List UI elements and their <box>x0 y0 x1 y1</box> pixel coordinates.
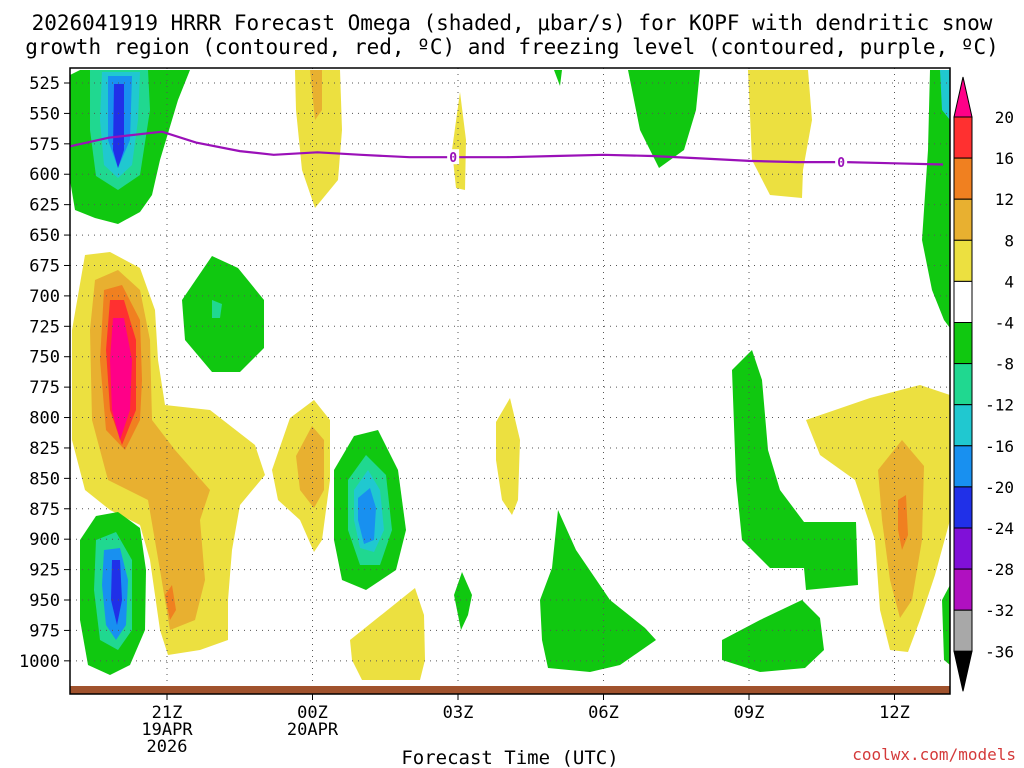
y-tick-label: 550 <box>29 104 60 124</box>
colorbar-segment <box>953 486 973 529</box>
omega-shading <box>70 70 950 680</box>
y-tick-label: 750 <box>29 348 60 368</box>
colorbar-label: 8 <box>1004 231 1014 250</box>
y-tick-label: 975 <box>29 621 60 641</box>
x-tick-label: 12Z <box>879 703 910 723</box>
y-tick-label: 675 <box>29 256 60 276</box>
ground-bar <box>70 686 950 694</box>
y-tick-label: 575 <box>29 135 60 155</box>
omega-region <box>554 70 562 86</box>
colorbar-label: 16 <box>995 149 1014 168</box>
y-tick-label: 825 <box>29 439 60 459</box>
x-tick-label: 00Z <box>297 703 328 723</box>
y-tick-label: 925 <box>29 561 60 581</box>
colorbar-segment <box>953 280 973 323</box>
y-tick-label: 650 <box>29 226 60 246</box>
freezing-label-bg <box>447 149 460 165</box>
freezing-level-label: 0 <box>837 156 845 171</box>
colorbar-segment <box>953 609 973 652</box>
omega-region <box>496 398 520 515</box>
y-tick-label: 700 <box>29 287 60 307</box>
colorbar-label: -24 <box>985 519 1014 538</box>
colorbar-label: -16 <box>985 437 1014 456</box>
omega-region <box>452 92 466 190</box>
colorbar-label: -8 <box>995 355 1014 374</box>
colorbar-label: -12 <box>985 396 1014 415</box>
omega-region <box>350 588 425 680</box>
x-axis-title: Forecast Time (UTC) <box>401 747 618 768</box>
omega-region <box>295 70 342 208</box>
omega-region <box>942 585 950 665</box>
colorbar-label: -28 <box>985 560 1014 579</box>
y-tick-label: 1000 <box>19 652 60 672</box>
y-axis: 525 550 575 600 625 650 675 700 725 750 775 800 825 8… <box>19 74 70 672</box>
y-tick-label: 625 <box>29 196 60 216</box>
omega-region <box>111 560 122 625</box>
omega-region <box>898 495 908 550</box>
y-tick-label: 725 <box>29 317 60 337</box>
colorbar-label: -20 <box>985 478 1014 497</box>
grid <box>70 68 950 694</box>
colorbar-segment <box>953 157 973 200</box>
x-tick-label: 03Z <box>443 703 474 723</box>
colorbar-segment <box>953 527 973 570</box>
colorbar-label: 20 <box>995 108 1014 127</box>
colorbar-max-arrow <box>953 76 973 118</box>
colorbar-label: -4 <box>995 314 1014 333</box>
credit-text: coolwx.com/models <box>852 745 1016 764</box>
omega-region <box>296 426 324 508</box>
colorbar-label: -36 <box>985 642 1014 661</box>
plot-border <box>69 67 951 695</box>
colorbar-label: 12 <box>995 190 1014 209</box>
colorbar-segment <box>953 239 973 282</box>
y-tick-label: 600 <box>29 165 60 185</box>
y-tick-label: 800 <box>29 409 60 429</box>
x-tick-label: 20APR <box>287 720 339 740</box>
colorbar-segment <box>953 363 973 406</box>
colorbar-min-arrow <box>953 650 973 692</box>
x-tick-label: 21Z <box>152 703 183 723</box>
omega-region <box>722 600 824 672</box>
colorbar-segment <box>953 198 973 241</box>
colorbar-segment <box>953 445 973 488</box>
colorbar-segment <box>953 116 973 159</box>
colorbar-segment <box>953 568 973 611</box>
omega-region <box>748 70 812 198</box>
colorbar-label: -32 <box>985 601 1014 620</box>
omega-region <box>113 84 124 168</box>
colorbar-segment <box>953 404 973 447</box>
omega-region <box>110 318 132 440</box>
x-tick-label: 09Z <box>734 703 765 723</box>
omega-region <box>182 256 264 372</box>
omega-region <box>940 70 950 120</box>
omega-region <box>922 70 950 328</box>
x-tick-label: 06Z <box>588 703 619 723</box>
omega-region <box>454 572 472 630</box>
omega-region <box>732 350 858 590</box>
omega-region <box>358 488 376 544</box>
colorbar: 20 16 12 8 4 -4 -8 -12 -16 -20 -24 -28 -32 -36 <box>953 76 1014 692</box>
colorbar-label: 4 <box>1004 272 1014 291</box>
y-tick-label: 950 <box>29 591 60 611</box>
y-tick-label: 850 <box>29 469 60 489</box>
x-tick-label: 2026 <box>147 737 188 757</box>
omega-region <box>212 300 222 318</box>
y-tick-label: 775 <box>29 378 60 398</box>
colorbar-segment <box>953 322 973 365</box>
freezing-level-line <box>69 130 944 166</box>
y-tick-label: 875 <box>29 500 60 520</box>
omega-region <box>310 70 322 120</box>
omega-region <box>165 585 176 620</box>
freezing-level-label: 0 <box>449 151 457 166</box>
freezing-label-bg <box>835 154 848 170</box>
omega-region <box>540 510 656 672</box>
y-tick-label: 525 <box>29 74 60 94</box>
y-tick-label: 900 <box>29 530 60 550</box>
chart-title-line2: growth region (contoured, red, ºC) and f… <box>25 35 999 59</box>
x-tick-label: 19APR <box>141 720 193 740</box>
chart-title-line1: 2026041919 HRRR Forecast Omega (shaded, … <box>32 11 993 35</box>
